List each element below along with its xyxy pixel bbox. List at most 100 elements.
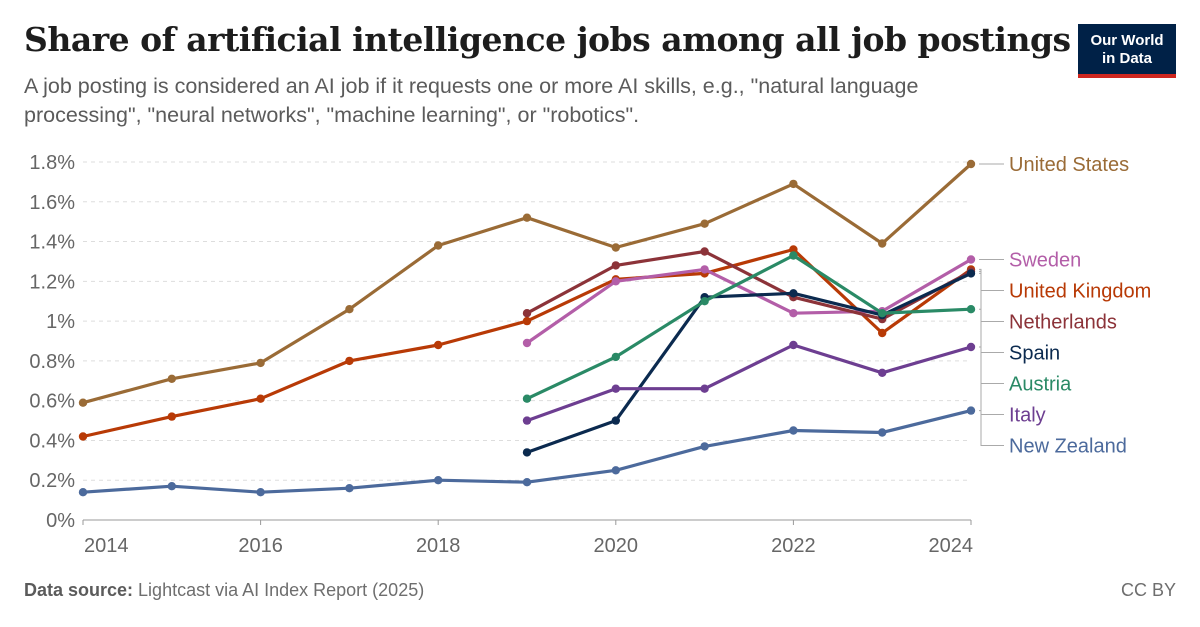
data-point-sweden[interactable] — [700, 265, 709, 274]
data-source-text: Lightcast via AI Index Report (2025) — [133, 580, 425, 600]
axis-layer: 0% 0.2% 0.4% 0.6% 0.8% 1% 1.2% 1.4% 1.6% 1.8% 2014… — [29, 152, 973, 557]
data-point-united-states[interactable] — [78, 398, 88, 407]
series-line-italy[interactable] — [525, 343, 973, 423]
data-point-italy[interactable] — [789, 340, 798, 350]
data-point-united-kingdom[interactable] — [167, 412, 176, 421]
data-point-spain[interactable] — [611, 416, 620, 425]
y-tick-label: 0.8% — [29, 351, 75, 373]
data-point-united-states[interactable] — [256, 358, 265, 368]
data-point-new-zealand[interactable] — [700, 442, 709, 451]
license-link[interactable]: CC BY — [1120, 580, 1176, 600]
data-point-italy[interactable] — [522, 416, 532, 425]
y-tick-label: 1.4% — [29, 232, 75, 254]
data-point-united-states[interactable] — [522, 213, 532, 222]
data-point-united-states[interactable] — [434, 241, 443, 250]
x-tick-label: 2016 — [238, 535, 283, 557]
x-tick-label: 2022 — [771, 535, 816, 557]
data-point-new-zealand[interactable] — [878, 428, 887, 437]
data-point-united-states[interactable] — [789, 179, 798, 189]
data-point-spain[interactable] — [966, 269, 976, 278]
data-point-united-states[interactable] — [345, 305, 354, 314]
label-connector — [979, 268, 1004, 291]
data-point-netherlands[interactable] — [611, 261, 620, 270]
y-tick-label: 1.6% — [29, 192, 75, 214]
series-label-austria[interactable]: Austria — [1009, 373, 1072, 395]
chart-title: Share of artificial intelligence jobs am… — [24, 20, 1071, 59]
data-point-new-zealand[interactable] — [611, 466, 620, 475]
series-label-united-kingdom[interactable]: United Kingdom — [1009, 280, 1151, 302]
data-point-united-kingdom[interactable] — [434, 340, 443, 350]
series-line-spain[interactable] — [525, 271, 973, 454]
data-point-united-kingdom[interactable] — [878, 328, 887, 338]
chart-subtitle: A job posting is considered an AI job if… — [24, 74, 919, 127]
y-tick-label: 0% — [46, 510, 75, 532]
data-point-new-zealand[interactable] — [167, 482, 176, 491]
data-point-new-zealand[interactable] — [434, 476, 443, 485]
data-point-united-kingdom[interactable] — [345, 356, 354, 366]
series-label-netherlands[interactable]: Netherlands — [1009, 311, 1117, 333]
data-point-sweden[interactable] — [522, 338, 532, 348]
data-point-united-states[interactable] — [878, 239, 887, 248]
y-tick-label: 1.8% — [29, 152, 75, 174]
data-point-italy[interactable] — [966, 342, 976, 352]
y-tick-label: 1.2% — [29, 271, 75, 293]
label-connector — [979, 272, 1004, 353]
data-point-netherlands[interactable] — [522, 309, 532, 318]
data-point-austria[interactable] — [522, 394, 532, 403]
data-point-sweden[interactable] — [966, 255, 976, 264]
data-point-new-zealand[interactable] — [256, 488, 265, 497]
data-point-austria[interactable] — [611, 352, 620, 362]
data-point-united-kingdom[interactable] — [789, 245, 798, 254]
data-point-united-kingdom[interactable] — [522, 316, 532, 326]
y-tick-label: 0.2% — [29, 470, 75, 492]
series-line-sweden[interactable] — [525, 257, 973, 345]
data-point-united-states[interactable] — [700, 219, 709, 228]
x-tick-label: 2014 — [84, 535, 129, 557]
series-label-united-states[interactable]: United States — [1009, 154, 1129, 176]
logo-line-1: Our World — [1090, 32, 1164, 49]
label-connector — [979, 308, 1004, 384]
data-point-united-kingdom[interactable] — [256, 394, 265, 403]
data-point-sweden[interactable] — [611, 277, 620, 286]
y-tick-label: 0.6% — [29, 391, 75, 413]
data-point-italy[interactable] — [878, 368, 887, 377]
data-point-austria[interactable] — [700, 297, 709, 306]
data-source: Data source: Lightcast via AI Index Repo… — [24, 580, 424, 601]
owid-logo[interactable]: Our World in Data — [1078, 24, 1176, 78]
series-label-spain[interactable]: Spain — [1009, 342, 1060, 364]
label-connector — [979, 346, 1004, 415]
data-point-spain[interactable] — [522, 448, 532, 457]
data-point-united-kingdom[interactable] — [78, 432, 88, 441]
series-line-austria[interactable] — [525, 253, 973, 401]
data-point-spain[interactable] — [789, 289, 798, 298]
series-labels: United States Sweden United Kingdom Netherl… — [979, 154, 1151, 457]
series-label-sweden[interactable]: Sweden — [1009, 249, 1081, 271]
x-tick-label: 2018 — [416, 535, 461, 557]
series-lines — [78, 159, 976, 497]
data-point-italy[interactable] — [611, 384, 620, 393]
data-source-label: Data source: — [24, 580, 134, 600]
data-point-united-states[interactable] — [167, 374, 176, 383]
data-point-netherlands[interactable] — [700, 247, 709, 256]
data-point-sweden[interactable] — [789, 309, 798, 318]
y-tick-label: 1% — [46, 311, 75, 333]
x-tick-label: 2024 — [929, 535, 974, 557]
label-connector — [979, 410, 1004, 446]
series-label-new-zealand[interactable]: New Zealand — [1009, 435, 1127, 457]
data-point-austria[interactable] — [789, 251, 798, 260]
data-point-united-states[interactable] — [611, 243, 620, 252]
data-point-new-zealand[interactable] — [345, 484, 354, 493]
series-label-italy[interactable]: Italy — [1009, 404, 1046, 426]
x-tick-label: 2020 — [594, 535, 639, 557]
data-point-new-zealand[interactable] — [789, 426, 798, 435]
data-point-new-zealand[interactable] — [522, 478, 532, 487]
data-point-austria[interactable] — [966, 305, 976, 314]
data-point-new-zealand[interactable] — [966, 406, 976, 415]
y-tick-label: 0.4% — [29, 430, 75, 452]
logo-line-2: in Data — [1101, 50, 1152, 67]
data-point-austria[interactable] — [878, 309, 887, 318]
data-point-italy[interactable] — [700, 384, 709, 393]
data-point-united-states[interactable] — [966, 159, 976, 169]
data-point-new-zealand[interactable] — [78, 488, 88, 497]
